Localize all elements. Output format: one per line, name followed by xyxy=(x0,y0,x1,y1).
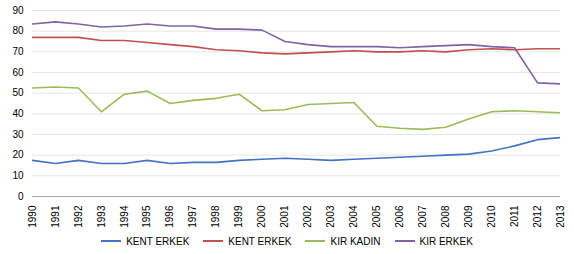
svg-text:60: 60 xyxy=(12,67,24,78)
svg-text:20: 20 xyxy=(12,149,24,160)
svg-text:1991: 1991 xyxy=(50,205,61,228)
svg-text:40: 40 xyxy=(12,108,24,119)
svg-text:2007: 2007 xyxy=(417,205,428,228)
svg-text:1990: 1990 xyxy=(27,205,38,228)
svg-text:1993: 1993 xyxy=(96,205,107,228)
svg-text:10: 10 xyxy=(12,170,24,181)
svg-text:2005: 2005 xyxy=(371,205,382,228)
svg-text:2011: 2011 xyxy=(509,205,520,227)
svg-text:30: 30 xyxy=(12,129,24,140)
svg-text:2006: 2006 xyxy=(394,205,405,228)
html-text:KIR KADIN: KIR KADIN xyxy=(330,235,381,247)
svg-text:0: 0 xyxy=(18,191,24,202)
svg-text:2003: 2003 xyxy=(325,205,336,228)
svg-text:2004: 2004 xyxy=(348,205,359,228)
svg-text:2009: 2009 xyxy=(463,205,474,228)
svg-text:2002: 2002 xyxy=(302,205,313,228)
svg-text:1997: 1997 xyxy=(187,205,198,228)
html-text:KIR ERKEK: KIR ERKEK xyxy=(419,235,473,247)
svg-text:1994: 1994 xyxy=(119,205,130,228)
svg-text:2010: 2010 xyxy=(486,205,497,228)
svg-text:50: 50 xyxy=(12,87,24,98)
svg-text:70: 70 xyxy=(12,46,24,57)
svg-text:2008: 2008 xyxy=(440,205,451,228)
svg-text:2012: 2012 xyxy=(532,205,543,228)
svg-text:2000: 2000 xyxy=(256,205,267,228)
svg-text:2013: 2013 xyxy=(555,205,566,228)
html-text:KENT ERKEK: KENT ERKEK xyxy=(126,235,190,247)
svg-text:1992: 1992 xyxy=(73,205,84,228)
svg-text:1999: 1999 xyxy=(233,205,244,228)
svg-text:90: 90 xyxy=(12,5,24,16)
html-text:KENT ERKEK: KENT ERKEK xyxy=(228,235,292,247)
svg-text:80: 80 xyxy=(12,25,24,36)
svg-text:1996: 1996 xyxy=(164,205,175,228)
svg-text:1998: 1998 xyxy=(210,205,221,228)
svg-text:2001: 2001 xyxy=(279,205,290,228)
svg-text:1995: 1995 xyxy=(141,205,152,228)
